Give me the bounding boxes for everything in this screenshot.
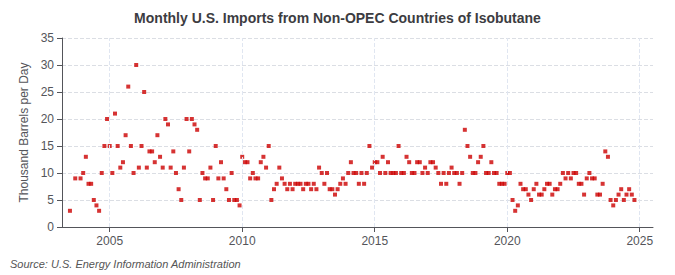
- svg-text:10: 10: [41, 166, 55, 180]
- svg-text:25: 25: [41, 85, 55, 99]
- svg-text:Source: U.S. Energy Informatio: Source: U.S. Energy Information Administ…: [10, 258, 241, 270]
- svg-text:Monthly U.S. Imports from Non-: Monthly U.S. Imports from Non-OPEC Count…: [134, 10, 541, 26]
- svg-text:5: 5: [47, 193, 54, 207]
- svg-text:35: 35: [41, 31, 55, 45]
- svg-text:20: 20: [41, 112, 55, 126]
- svg-text:2025: 2025: [626, 234, 653, 248]
- svg-text:2020: 2020: [494, 234, 521, 248]
- svg-text:30: 30: [41, 58, 55, 72]
- svg-text:0: 0: [47, 220, 54, 234]
- svg-text:15: 15: [41, 139, 55, 153]
- svg-text:2010: 2010: [229, 234, 256, 248]
- svg-text:2005: 2005: [96, 234, 123, 248]
- svg-text:2015: 2015: [361, 234, 388, 248]
- svg-text:Thousand Barrels per Day: Thousand Barrels per Day: [17, 62, 31, 202]
